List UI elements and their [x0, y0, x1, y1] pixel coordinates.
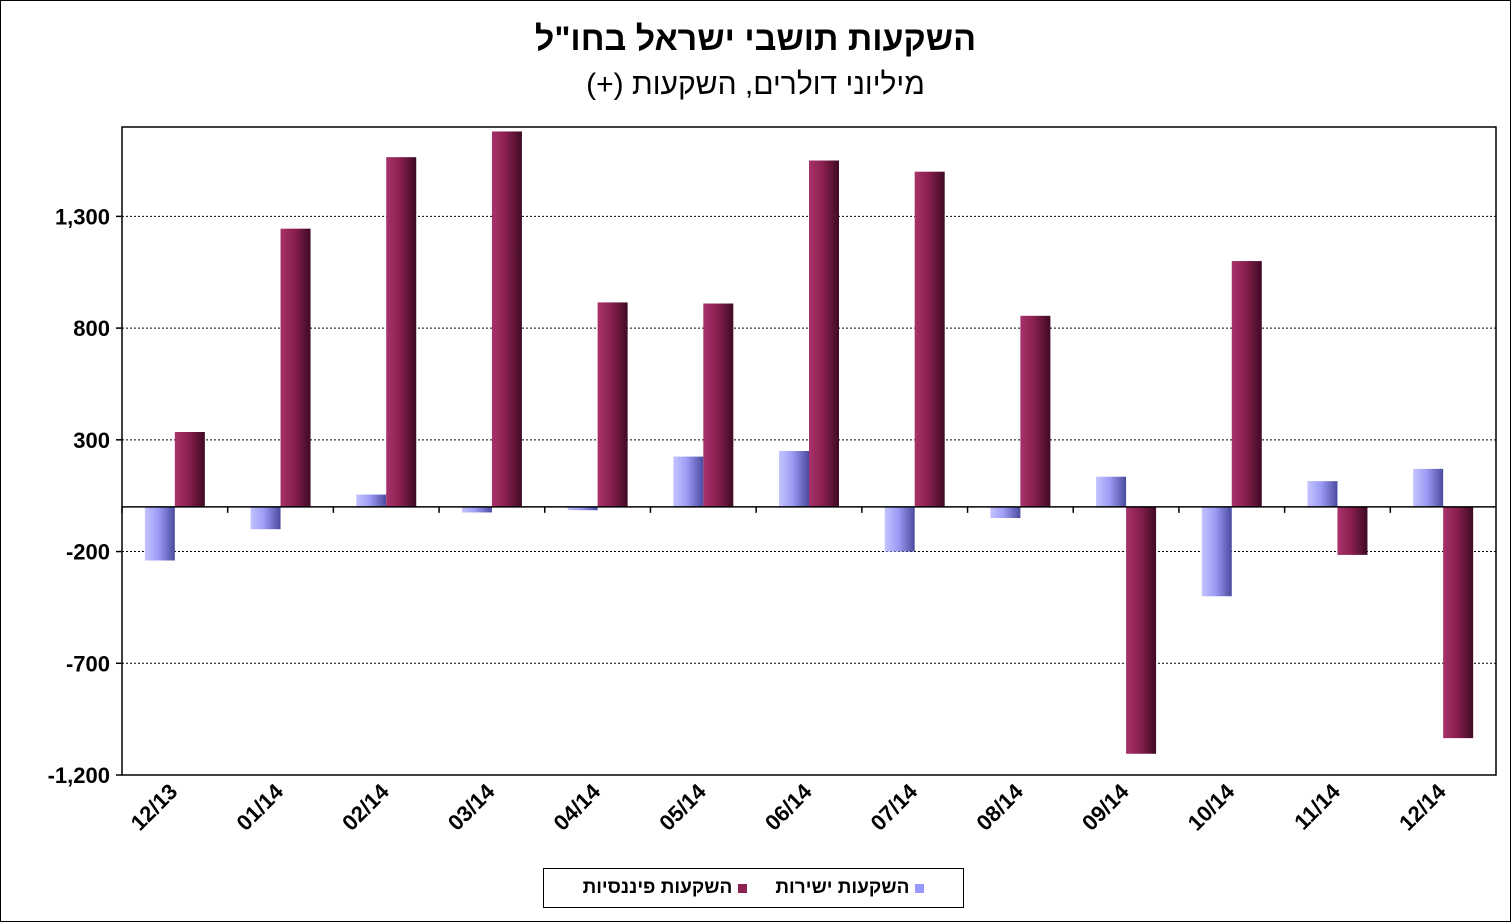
legend: השקעות ישירות השקעות פיננסיות [543, 868, 964, 908]
bar-direct-01-14 [250, 506, 281, 530]
x-tick-label: 02/14 [337, 778, 394, 835]
bar-direct-11-14 [1307, 481, 1338, 507]
bar-financial-10-14 [1231, 261, 1262, 507]
bar-financial-05-14 [703, 303, 734, 507]
bar-financial-08-14 [1020, 315, 1051, 507]
legend-swatch-direct [915, 883, 925, 893]
x-tick-label: 10/14 [1183, 778, 1240, 835]
legend-item-financial: השקעות פיננסיות [583, 877, 748, 899]
bar-financial-12-13 [174, 432, 205, 507]
chart-subtitle: מיליוני דולרים, השקעות (+) [586, 68, 925, 101]
bar-financial-11-14 [1337, 506, 1368, 555]
legend-item-direct: השקעות ישירות [775, 877, 925, 899]
bar-direct-02-14 [356, 494, 387, 507]
x-tick-label: 04/14 [549, 778, 606, 835]
plot-border [121, 126, 1497, 776]
legend-label-financial: השקעות פיננסיות [582, 877, 733, 898]
legend-label-direct: השקעות ישירות [775, 877, 910, 898]
x-tick-label: 05/14 [654, 778, 711, 835]
bar-financial-09-14 [1126, 506, 1157, 754]
bar-direct-05-14 [673, 456, 704, 507]
bar-direct-04-14 [567, 506, 598, 511]
x-tick-label: 06/14 [760, 778, 817, 835]
bar-direct-09-14 [1096, 476, 1127, 507]
x-tick-label: 09/14 [1077, 778, 1134, 835]
bar-financial-03-14 [491, 131, 522, 507]
y-tick-label: -1,200 [48, 763, 110, 788]
bar-financial-06-14 [809, 160, 839, 507]
bar-direct-12-13 [144, 506, 175, 561]
bar-financial-07-14 [914, 171, 945, 507]
bar-direct-07-14 [884, 506, 915, 552]
bar-direct-08-14 [990, 506, 1021, 519]
y-tick-label: 1,300 [55, 204, 110, 229]
y-tick-label: 300 [73, 428, 110, 453]
bar-direct-06-14 [779, 451, 809, 507]
x-tick-label: 12/14 [1394, 778, 1451, 835]
x-tick-label: 11/14 [1289, 778, 1345, 834]
x-tick-label: 07/14 [866, 778, 923, 835]
y-tick-label: -200 [66, 540, 110, 565]
bar-financial-01-14 [280, 228, 311, 507]
y-tick-label: -700 [66, 651, 110, 676]
bar-financial-12-14 [1443, 506, 1474, 739]
x-tick-label: 03/14 [443, 778, 500, 835]
x-tick-label: 01/14 [231, 778, 288, 835]
bar-direct-03-14 [461, 506, 492, 513]
bar-direct-12-14 [1413, 468, 1444, 507]
bar-financial-02-14 [386, 157, 417, 507]
x-tick-label: 08/14 [971, 778, 1028, 835]
x-tick-label: 12/13 [126, 779, 183, 836]
bar-financial-04-14 [597, 302, 628, 507]
bar-direct-10-14 [1201, 506, 1232, 597]
legend-swatch-financial [738, 883, 748, 893]
y-tick-label: 800 [73, 316, 110, 341]
chart-title: השקעות תושבי ישראל בחו"ל [534, 20, 977, 58]
